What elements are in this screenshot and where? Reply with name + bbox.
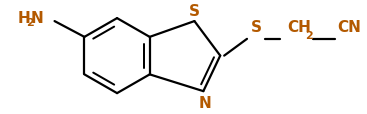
Text: H: H <box>18 10 30 25</box>
Text: CN: CN <box>337 20 361 35</box>
Text: CH: CH <box>288 20 312 35</box>
Text: 2: 2 <box>305 31 313 40</box>
Text: N: N <box>199 95 212 110</box>
Text: N: N <box>31 10 44 25</box>
Text: 2: 2 <box>26 18 33 28</box>
Text: S: S <box>250 20 261 35</box>
Text: S: S <box>189 4 200 19</box>
